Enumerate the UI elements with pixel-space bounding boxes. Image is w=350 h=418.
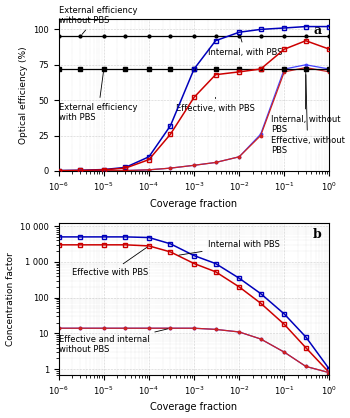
Text: Effective and internal
without PBS: Effective and internal without PBS: [59, 329, 168, 354]
Text: Effective with PBS: Effective with PBS: [72, 247, 148, 277]
Y-axis label: Optical efficiency (%): Optical efficiency (%): [19, 46, 28, 144]
Text: Effective, with PBS: Effective, with PBS: [176, 97, 255, 113]
X-axis label: Coverage fraction: Coverage fraction: [150, 199, 238, 209]
Text: Internal with PBS: Internal with PBS: [179, 240, 280, 255]
Text: b: b: [313, 228, 321, 241]
Text: a: a: [313, 24, 321, 37]
Text: Internal, without
PBS: Internal, without PBS: [271, 72, 340, 134]
Text: Internal, with PBS: Internal, with PBS: [208, 35, 282, 56]
Text: External efficiency
without PBS: External efficiency without PBS: [59, 6, 137, 34]
Text: External efficiency
with PBS: External efficiency with PBS: [59, 72, 137, 122]
Text: Effective, without
PBS: Effective, without PBS: [271, 75, 344, 155]
X-axis label: Coverage fraction: Coverage fraction: [150, 403, 238, 413]
Y-axis label: Concentration factor: Concentration factor: [6, 252, 15, 346]
